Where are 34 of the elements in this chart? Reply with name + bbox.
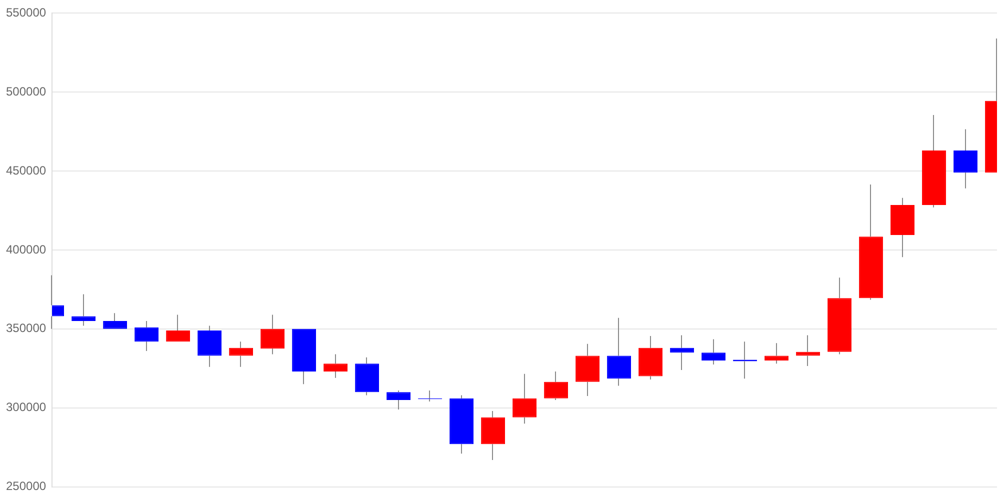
candlestick	[638, 336, 662, 380]
candlestick	[859, 184, 883, 300]
candlestick	[166, 314, 190, 342]
candlestick	[134, 320, 159, 352]
candlestick	[512, 373, 536, 424]
y-tick-label: 400000	[6, 242, 46, 256]
candlestick	[764, 342, 788, 364]
candlestick	[607, 317, 631, 386]
candlestick	[260, 314, 285, 355]
y-tick-label: 450000	[6, 163, 46, 178]
candlestick	[890, 197, 914, 258]
y-tick-label: 250000	[6, 479, 46, 494]
candlestick	[954, 128, 978, 189]
candlestick	[796, 334, 820, 367]
candlestick	[324, 354, 348, 378]
candlestick	[702, 338, 726, 365]
y-tick-label: 350000	[6, 321, 46, 336]
y-tick-label: 300000	[6, 400, 46, 414]
y-tick-label: 500000	[6, 84, 46, 98]
candlestick	[450, 394, 474, 454]
candlestick	[198, 325, 222, 368]
candlestick	[576, 343, 600, 397]
candlestick	[103, 312, 128, 329]
candlestick	[386, 390, 410, 410]
candlestick	[922, 114, 946, 208]
candlestick	[544, 371, 568, 400]
candlestick	[355, 356, 379, 396]
candlestick	[229, 341, 254, 368]
y-tick-label: 550000	[6, 6, 46, 20]
candlestick	[481, 410, 505, 460]
candlestick	[72, 294, 96, 326]
candlestick	[670, 334, 694, 370]
candlestick	[828, 277, 852, 355]
candlestick	[292, 328, 316, 385]
